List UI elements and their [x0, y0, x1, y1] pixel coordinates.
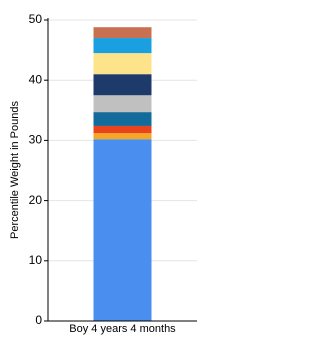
- bar-segment: [93, 74, 152, 96]
- bar-segment: [93, 53, 152, 75]
- bar-segment: [93, 38, 152, 54]
- y-axis-label: Percentile Weight in Pounds: [9, 101, 21, 239]
- y-tick-label: 10: [29, 253, 43, 267]
- x-tick-label: Boy 4 years 4 months: [69, 323, 176, 335]
- bar-segment: [93, 95, 152, 113]
- y-tick-label: 30: [29, 133, 43, 147]
- y-tick-label: 0: [35, 313, 42, 327]
- bar-segment: [93, 125, 152, 134]
- y-tick-label: 50: [29, 12, 43, 26]
- bar-segment: [93, 139, 152, 321]
- bar-segment: [93, 133, 152, 140]
- y-tick-label: 40: [29, 72, 43, 86]
- chart: Percentile Weight in Pounds 0 10 20 30 40 50 B…: [9, 12, 197, 335]
- y-tick-label: 20: [29, 193, 43, 207]
- bar-segment: [93, 27, 152, 39]
- bar-segment: [93, 112, 152, 126]
